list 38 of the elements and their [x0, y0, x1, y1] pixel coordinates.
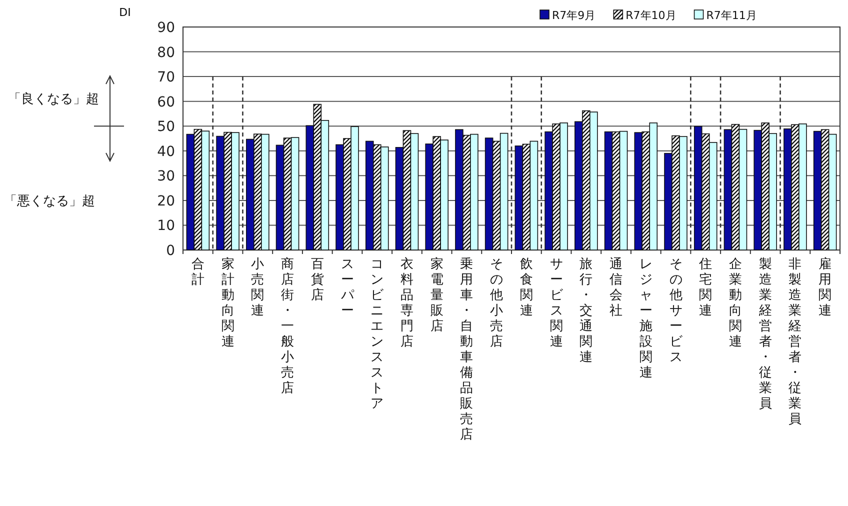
y-tick-label: 90	[157, 20, 175, 36]
category-label: 非製造業経営者・従業員	[788, 257, 802, 427]
x-tick-label: 小売関連	[251, 257, 264, 318]
category-label: 製造業経営者・従業員	[758, 257, 772, 412]
x-tick-label: 通信会社	[610, 257, 623, 318]
y-axis-title: DI	[119, 6, 131, 19]
legend-label: R7年9月	[552, 9, 596, 22]
x-tick-label: 旅行・交通関連	[580, 257, 593, 365]
x-tick-label: サービス関連	[550, 257, 564, 350]
y-tick-label: 10	[157, 218, 175, 234]
x-tick-label: 住宅関連	[698, 257, 712, 318]
legend-label: R7年11月	[706, 9, 757, 22]
y-tick-label: 60	[157, 94, 175, 110]
x-tick-label: その他小売店	[490, 257, 504, 350]
category-label: 乗用車・自動車備品販売店	[460, 257, 474, 442]
y-tick-label: 80	[157, 44, 175, 61]
text: 「良くなる」超	[8, 92, 99, 107]
x-tick-label: 飲食関連	[520, 257, 533, 318]
y-tick-label: 0	[166, 243, 175, 259]
y-tick-label: 40	[157, 144, 175, 160]
category-label: 商店街・一般小売店	[281, 257, 294, 396]
x-tick-label: 雇用関連	[818, 256, 832, 318]
legend-label: R7年10月	[626, 9, 676, 22]
x-tick-label: レジャー施設関連	[639, 257, 652, 380]
x-tick-label: スーパー	[340, 257, 355, 318]
y-tick-label: 50	[157, 119, 175, 136]
category-label: コンビニエンスストア	[370, 257, 384, 412]
x-tick-label: 合計	[191, 257, 204, 288]
y-tick-label: 20	[157, 193, 175, 210]
text: 「悪くなる」超	[4, 194, 95, 209]
y-tick-label: 70	[157, 70, 175, 86]
x-tick-label: 企業動向関連	[728, 257, 742, 350]
y-tick-label: 30	[157, 168, 175, 185]
x-tick-label: 衣料品専門店	[400, 257, 414, 350]
x-tick-label: 家電量販店	[430, 256, 444, 334]
x-tick-label: 百貨店	[310, 257, 324, 303]
x-tick-label: その他サービス	[669, 257, 684, 365]
x-tick-label: 家計動向関連	[221, 256, 234, 350]
